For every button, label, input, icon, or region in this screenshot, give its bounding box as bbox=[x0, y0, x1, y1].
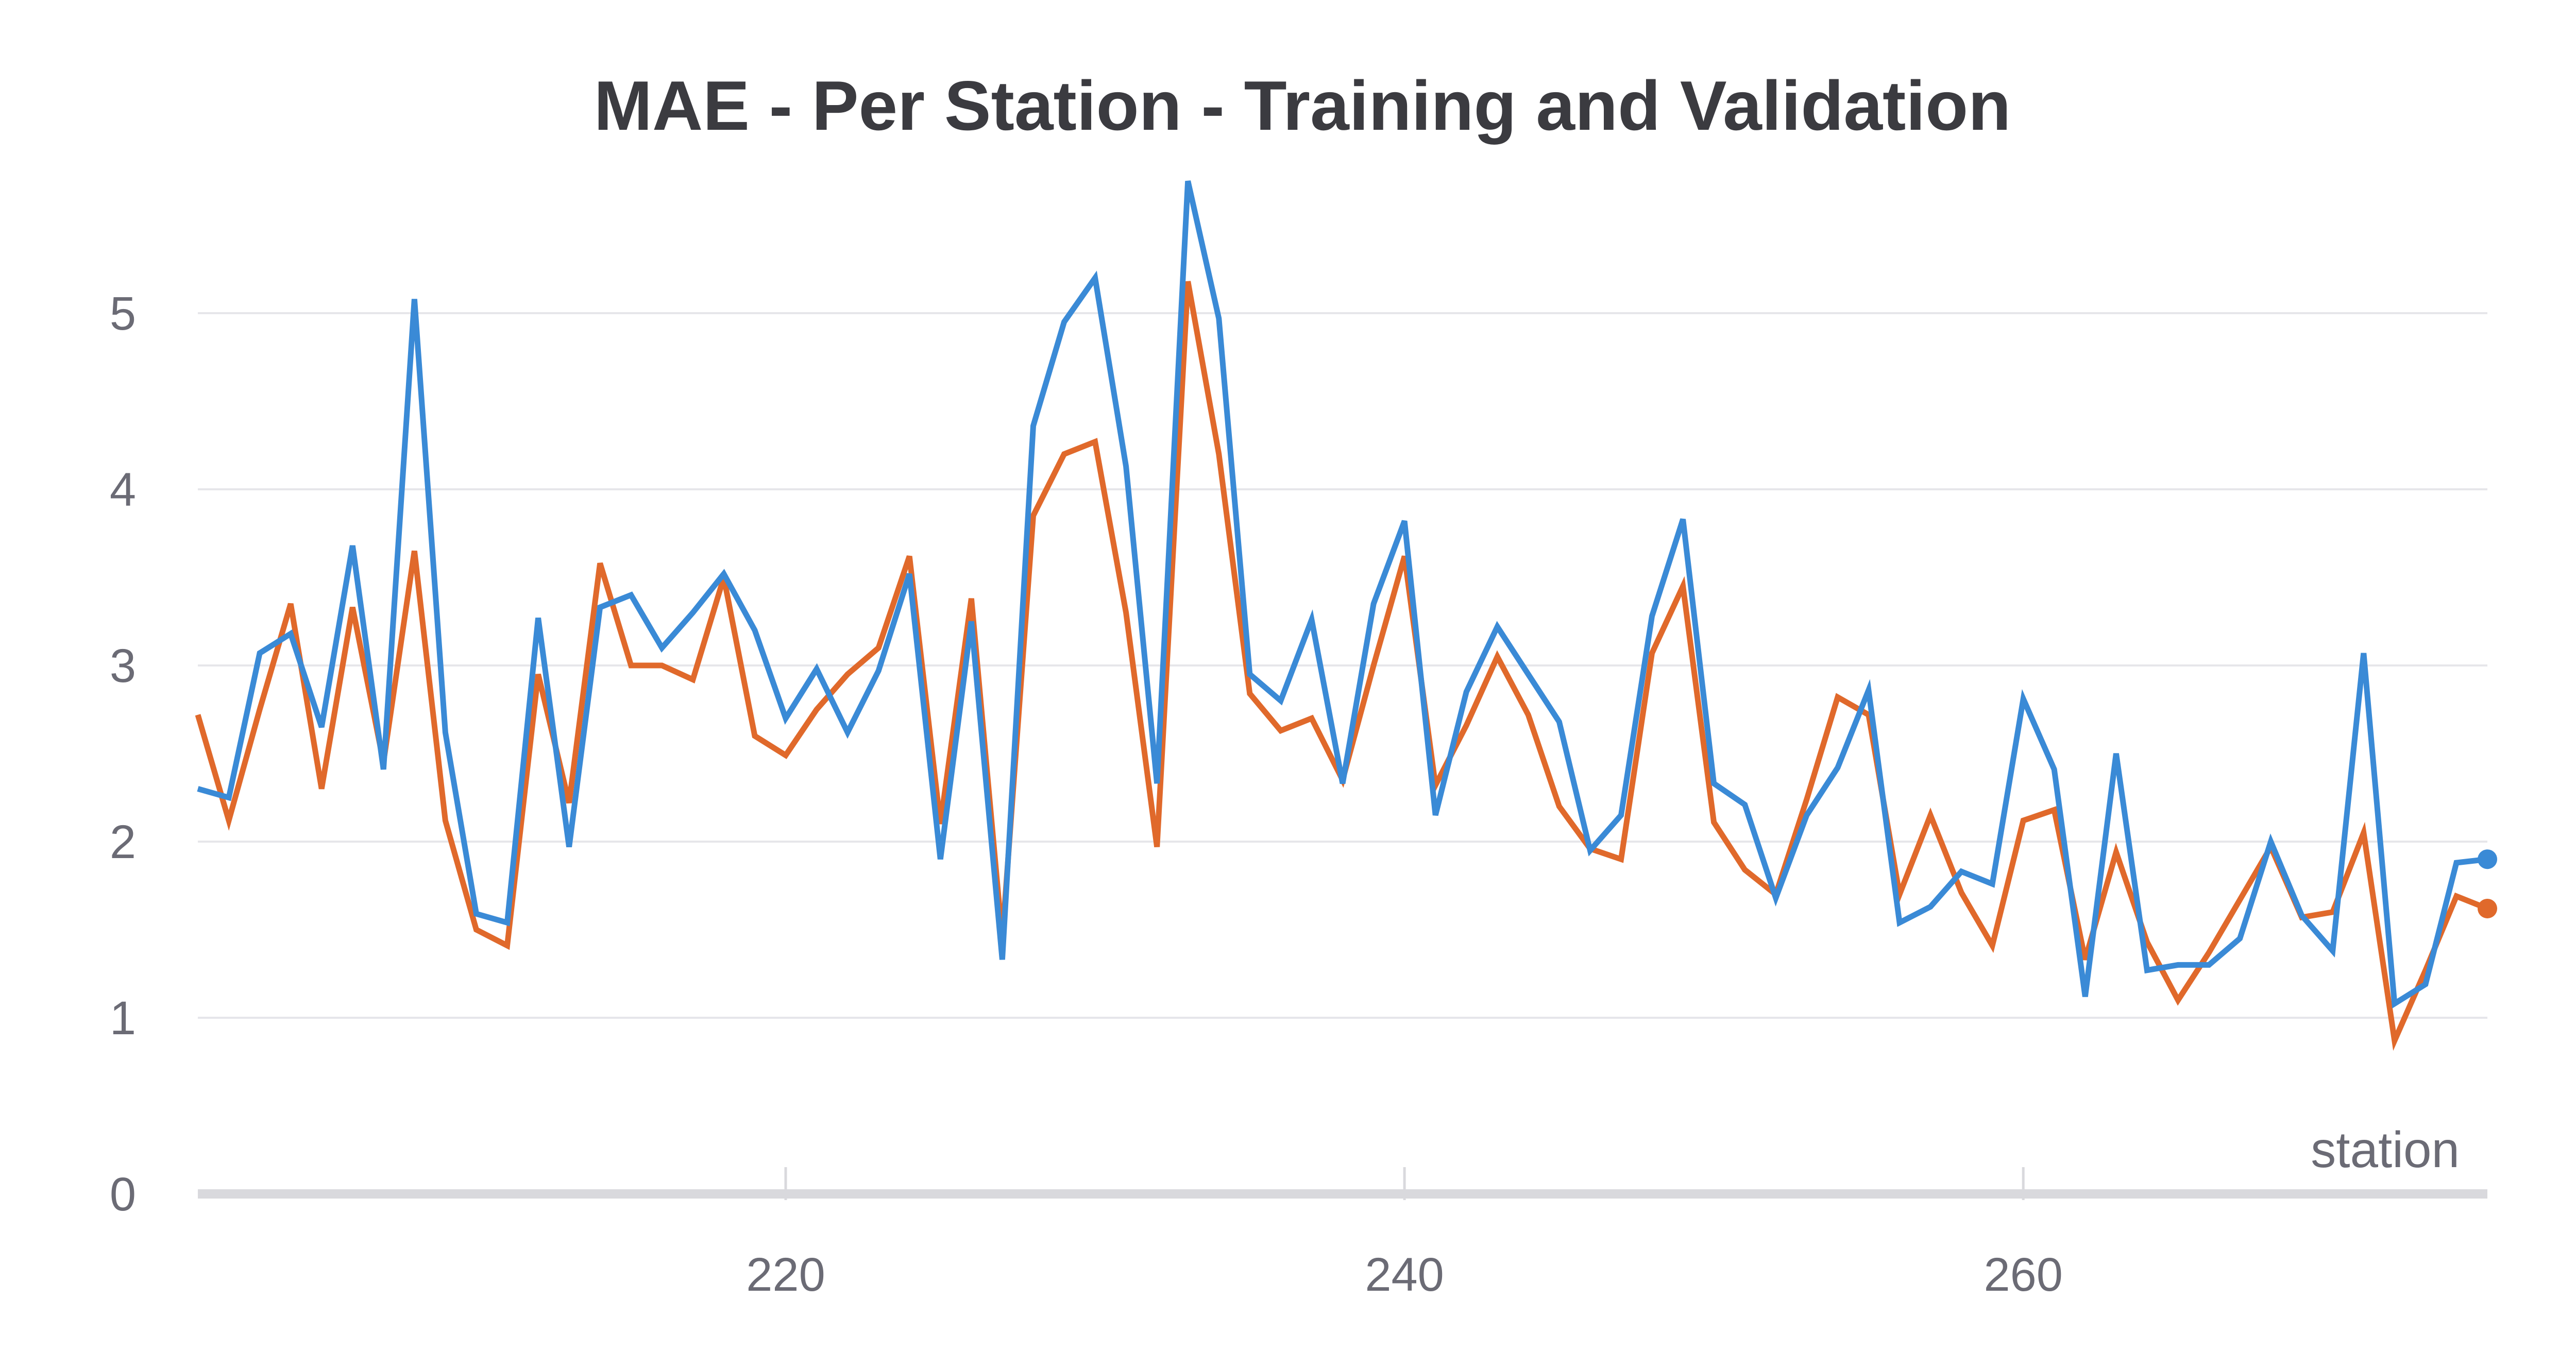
series-endpoint-marker-2 bbox=[2478, 849, 2497, 869]
y-tick-label: 4 bbox=[110, 464, 136, 516]
y-tick-label: 2 bbox=[110, 816, 136, 868]
series-endpoint-marker-1 bbox=[2478, 898, 2497, 918]
series-line-2 bbox=[197, 180, 2488, 1009]
chart-title: MAE - Per Station - Training and Validat… bbox=[594, 66, 2011, 145]
x-axis-title: station bbox=[2311, 1121, 2460, 1178]
y-tick-label: 1 bbox=[110, 992, 136, 1045]
y-tick-label: 3 bbox=[110, 640, 136, 692]
x-tick-label: 220 bbox=[746, 1249, 825, 1301]
axes: 0 1 2 3 4 5 220 240 260 bbox=[110, 287, 2487, 1301]
y-tick-label: 5 bbox=[110, 287, 136, 340]
plot-area bbox=[195, 180, 2497, 1051]
y-tick-label: 0 bbox=[110, 1168, 136, 1221]
x-tick-label: 240 bbox=[1365, 1249, 1444, 1301]
x-tick-label: 260 bbox=[1984, 1249, 2063, 1301]
gridlines bbox=[198, 312, 2487, 1019]
